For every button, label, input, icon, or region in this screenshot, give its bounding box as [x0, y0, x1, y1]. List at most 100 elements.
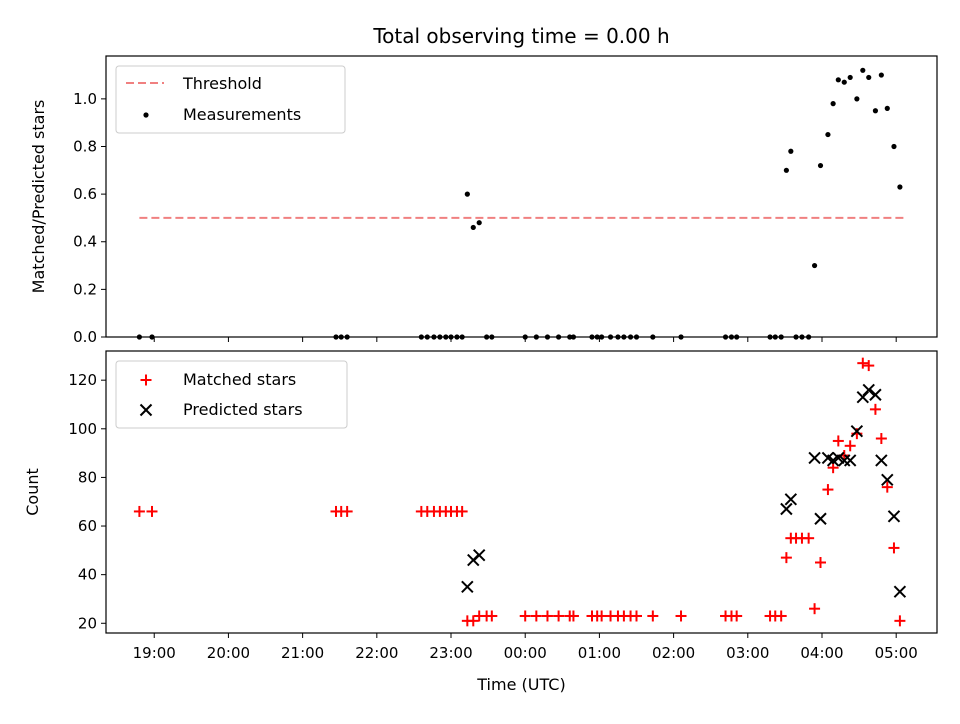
measurement-point — [872, 108, 879, 114]
measurement-point — [418, 334, 424, 340]
measurement-point — [464, 191, 470, 197]
measurement-point — [825, 131, 831, 138]
matched-star-point — [553, 610, 565, 622]
panel-ratio-frame — [105, 55, 938, 338]
measurement-point — [149, 334, 155, 340]
matched-star-point — [851, 428, 863, 440]
measurement-point — [136, 334, 142, 340]
measurement-point — [891, 143, 897, 150]
x-tick-label: 19:00 — [133, 644, 176, 662]
measurement-point — [811, 262, 818, 269]
predicted-star-point — [780, 502, 793, 516]
predicted-star-point — [461, 580, 474, 594]
measurement-point — [621, 334, 627, 340]
matched-star-point — [675, 610, 687, 622]
measurement-point — [448, 334, 454, 340]
y-tick-label-ratio: 0.8 — [73, 137, 97, 155]
x-tick-label: 22:00 — [355, 644, 398, 662]
legend-matched-swatch — [140, 374, 152, 386]
measurement-point — [734, 334, 740, 340]
measurement-point — [424, 334, 430, 340]
matched-star-point — [881, 481, 893, 493]
measurement-point — [484, 334, 490, 340]
matched-star-point — [857, 357, 869, 369]
legend-threshold-label: Threshold — [182, 74, 262, 93]
x-tick-label: 21:00 — [281, 644, 324, 662]
predicted-star-point — [850, 425, 864, 438]
measurement-point — [555, 334, 562, 340]
measurement-point — [333, 334, 339, 340]
legend-count-box — [115, 360, 348, 429]
measurement-point — [841, 79, 847, 85]
matched-star-point — [146, 505, 158, 517]
y-tick-label-ratio: 1.0 — [73, 90, 97, 108]
matched-star-point — [832, 435, 844, 447]
legend-matched-marker — [140, 374, 152, 386]
measurement-point — [799, 334, 805, 340]
measurement-point — [594, 334, 600, 340]
matched-star-point — [844, 440, 856, 452]
measurement-point — [344, 334, 350, 340]
measurement-point — [599, 334, 605, 340]
x-tick-label: 05:00 — [875, 644, 918, 662]
y-axis-label-ratio: Matched/Predicted stars — [29, 100, 48, 294]
measurement-point — [897, 184, 903, 190]
matched-star-point — [731, 610, 743, 622]
predicted-star-point — [893, 585, 907, 598]
measurement-point — [835, 77, 841, 83]
measurement-point — [522, 334, 528, 340]
legend-matched-label: Matched stars — [183, 370, 296, 389]
measurement-point — [589, 334, 595, 340]
y-tick-label-ratio: 0.2 — [73, 280, 97, 298]
y-tick-label-ratio: 0.4 — [73, 233, 97, 251]
predicted-star-point — [862, 383, 875, 397]
measurement-point — [633, 334, 640, 340]
measurement-point — [544, 334, 551, 340]
measurement-point — [817, 162, 824, 169]
matched-star-point — [133, 505, 145, 517]
matched-star-point — [894, 615, 906, 627]
matched-star-point — [541, 610, 553, 622]
measurement-point — [854, 96, 860, 102]
measurement-point — [533, 334, 539, 340]
measurement-point — [443, 334, 449, 340]
matched-star-point — [567, 610, 579, 622]
predicted-star-point — [875, 454, 888, 467]
legend-predicted-label: Predicted stars — [183, 400, 303, 419]
matched-star-point — [815, 557, 827, 568]
panel-count: 20 40 60 80 100 120 19:00 20:00 21:00 22:00 23:00… — [23, 350, 938, 694]
predicted-star-point — [784, 493, 798, 506]
panel-ratio: 0.0 0.2 0.4 0.6 0.8 1.0 Matched/Predicted sta… — [29, 55, 938, 346]
y-tick-label-count: 120 — [68, 371, 97, 389]
predicted-star-point — [814, 512, 827, 525]
measurement-point — [728, 334, 735, 340]
matched-star-point — [869, 403, 881, 415]
matched-star-point — [822, 484, 834, 496]
measurement-point — [806, 334, 812, 340]
matched-star-point — [888, 542, 900, 554]
measurement-point — [878, 72, 884, 78]
matched-star-point — [631, 610, 643, 622]
measurement-point — [627, 334, 634, 340]
x-tick-label: 01:00 — [578, 644, 621, 662]
measurement-point — [607, 334, 614, 340]
predicted-star-point — [473, 548, 486, 562]
measurement-point — [767, 334, 773, 340]
legend-ratio-box — [115, 65, 346, 134]
x-axis-label: Time (UTC) — [476, 675, 565, 694]
matched-star-point — [875, 433, 887, 445]
legend-ratio: Threshold Measurements — [115, 65, 346, 134]
matched-star-point — [775, 610, 787, 622]
y-tick-label-count: 100 — [68, 420, 97, 438]
matched-star-point — [863, 360, 875, 372]
chart-title: Total observing time = 0.00 h — [372, 24, 669, 48]
y-tick-label-count: 80 — [78, 468, 97, 486]
legend-predicted-marker — [139, 403, 153, 417]
matched-star-point — [486, 610, 498, 622]
y-tick-label-count: 60 — [78, 517, 97, 535]
matched-star-point — [341, 505, 353, 517]
measurement-point — [860, 67, 866, 73]
x-tick-label: 03:00 — [726, 644, 769, 662]
x-tick-label: 20:00 — [207, 644, 250, 662]
